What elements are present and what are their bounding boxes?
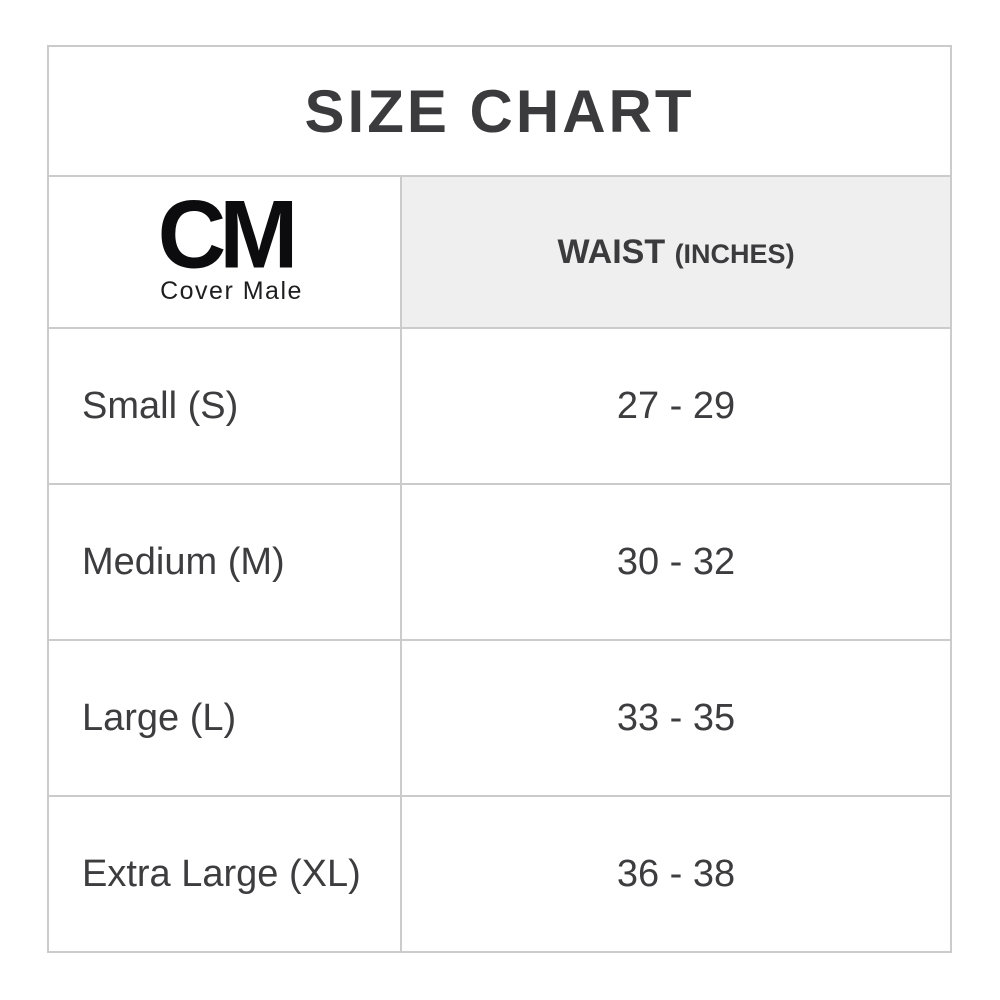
- waist-value: 33 - 35: [616, 696, 736, 739]
- waist-value: 30 - 32: [616, 540, 736, 583]
- table-row-medium-label: Medium (M): [49, 485, 400, 639]
- waist-label: WAIST (INCHES): [557, 232, 795, 271]
- table-row-xl-value: 36 - 38: [402, 797, 950, 951]
- size-label: Small (S): [82, 384, 239, 427]
- table-row-xl-label: Extra Large (XL): [49, 797, 400, 951]
- size-label: Large (L): [82, 696, 237, 739]
- size-chart-table: SIZE CHART CM Cover Male WAIST (INCHES) …: [47, 45, 952, 953]
- size-label: Medium (M): [82, 540, 285, 583]
- title-row: SIZE CHART: [49, 47, 950, 175]
- table-row-medium-value: 30 - 32: [402, 485, 950, 639]
- table-row-large-label: Large (L): [49, 641, 400, 795]
- waist-column-header: WAIST (INCHES): [402, 177, 950, 327]
- brand-initials: CM: [157, 181, 299, 290]
- brand-logo: CM Cover Male: [49, 177, 400, 327]
- table-row-small-label: Small (S): [49, 329, 400, 483]
- waist-value: 27 - 29: [616, 384, 736, 427]
- size-label: Extra Large (XL): [82, 852, 361, 895]
- waist-unit: (INCHES): [674, 238, 795, 269]
- table-row-small-value: 27 - 29: [402, 329, 950, 483]
- brand-name: Cover Male: [160, 276, 303, 305]
- waist-value: 36 - 38: [616, 852, 736, 895]
- table-row-large-value: 33 - 35: [402, 641, 950, 795]
- page-title: SIZE CHART: [304, 77, 695, 145]
